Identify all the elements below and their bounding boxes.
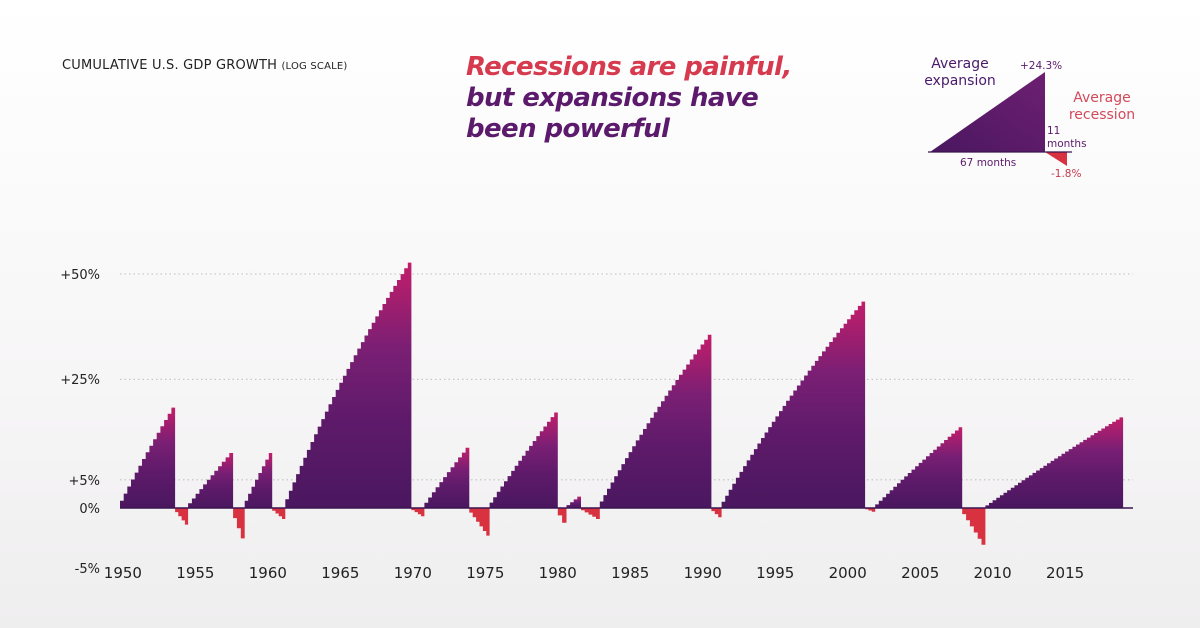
- expansion-area: [985, 417, 1124, 508]
- expansion-area: [244, 453, 273, 508]
- expansion-areas: [120, 262, 1124, 508]
- x-tick-label: 2010: [974, 564, 1012, 582]
- y-tick-label: 0%: [79, 502, 100, 517]
- legend-recession-duration: 11 months: [1047, 125, 1087, 150]
- legend-expansion-gain: +24.3%: [1020, 60, 1063, 72]
- x-tick-label: 1955: [176, 564, 214, 582]
- expansion-area: [566, 496, 581, 508]
- recession-bar: [711, 508, 722, 518]
- x-tick-label: 2005: [901, 564, 939, 582]
- recession-bar: [581, 508, 600, 519]
- expansion-area: [424, 447, 470, 508]
- legend-recession-label: Average recession: [1068, 90, 1136, 123]
- y-axis-title-main: CUMULATIVE U.S. GDP GROWTH: [62, 58, 278, 73]
- recession-bar: [865, 508, 876, 512]
- x-tick-label: 1960: [249, 564, 287, 582]
- recession-bar: [557, 508, 567, 523]
- recession-bar: [175, 508, 189, 525]
- expansion-area: [285, 262, 412, 508]
- x-tick-label: 2015: [1046, 564, 1084, 582]
- y-axis-title-suffix: (LOG SCALE): [281, 61, 348, 72]
- x-tick-label: 1985: [611, 564, 649, 582]
- legend-graphic: [928, 72, 1072, 166]
- x-tick-label: 1990: [684, 564, 722, 582]
- x-tick-label: 1965: [321, 564, 359, 582]
- x-tick-label: 1975: [466, 564, 504, 582]
- x-tick-label: 1970: [394, 564, 432, 582]
- headline: Recessions are painful, but expansions h…: [466, 52, 796, 145]
- x-tick-label: 1950: [104, 564, 142, 582]
- gridlines: [120, 273, 1133, 481]
- y-axis-title: CUMULATIVE U.S. GDP GROWTH (LOG SCALE): [62, 58, 348, 73]
- y-tick-label: +5%: [68, 474, 100, 489]
- expansion-area: [120, 407, 176, 508]
- legend-recession-loss: -1.8%: [1051, 168, 1082, 180]
- x-tick-label: 1995: [756, 564, 794, 582]
- recession-bar: [411, 508, 425, 517]
- expansion-area: [721, 301, 866, 508]
- headline-line-3: been powerful: [466, 114, 670, 144]
- y-tick-labels: +50% +25% +5% 0% -5%: [60, 268, 100, 577]
- legend-expansion-duration: 67 months: [960, 157, 1017, 169]
- y-tick-label: -5%: [75, 562, 100, 577]
- x-tick-label: 1980: [539, 564, 577, 582]
- legend-expansion-label: Average expansion: [924, 56, 996, 89]
- x-tick-label: 2000: [829, 564, 867, 582]
- expansion-area: [875, 427, 963, 508]
- headline-line-2: but expansions have: [466, 83, 759, 113]
- legend-expansion-triangle: [930, 72, 1045, 152]
- y-tick-label: +25%: [60, 373, 100, 388]
- x-tick-labels: 1950 1955 1960 1965 1970 1975 1980 1985 1990 1995…: [104, 564, 1084, 582]
- recession-bar: [469, 508, 490, 536]
- headline-line-1: Recessions are painful,: [466, 52, 792, 82]
- recession-bar: [233, 508, 245, 539]
- y-tick-label: +50%: [60, 268, 100, 283]
- recession-bar: [962, 508, 986, 545]
- recession-bar: [272, 508, 286, 519]
- recession-bars: [175, 508, 986, 545]
- legend-recession-triangle: [1045, 152, 1067, 166]
- expansion-area: [188, 453, 234, 508]
- expansion-area: [489, 412, 558, 508]
- expansion-area: [599, 334, 712, 508]
